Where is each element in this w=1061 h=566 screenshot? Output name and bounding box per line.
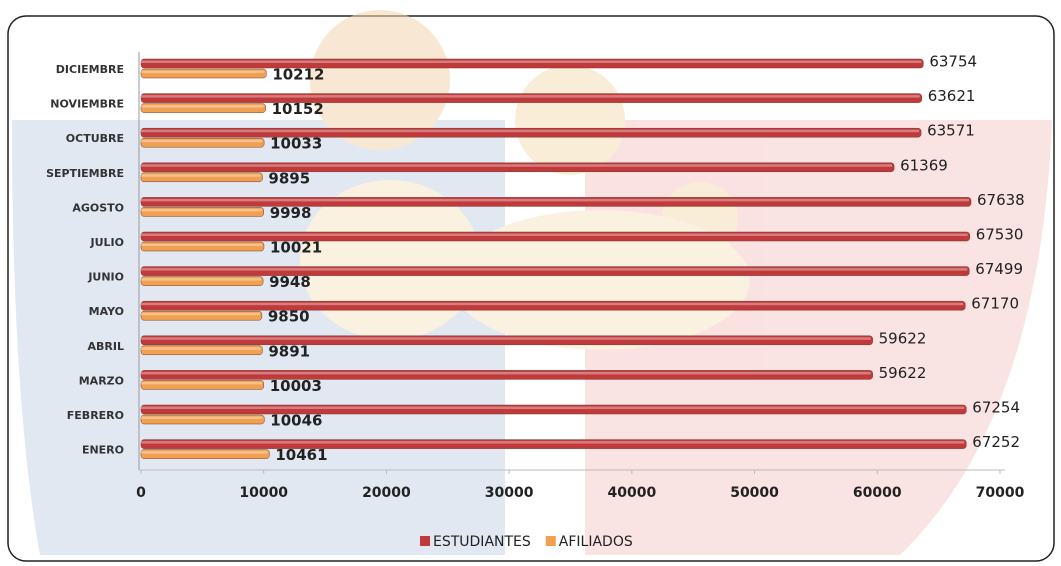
y-tick-label: SEPTIEMBRE <box>46 167 124 180</box>
bar-highlight <box>141 95 920 98</box>
bar <box>140 172 263 183</box>
legend-label: AFILIADOS <box>559 534 633 550</box>
bar-highlight <box>141 243 262 246</box>
x-tick-label: 40000 <box>607 485 656 501</box>
value-label: 67530 <box>976 226 1024 244</box>
bar <box>140 241 265 252</box>
legend-label: ESTUDIANTES <box>433 534 531 550</box>
bar-highlight <box>141 164 893 167</box>
bar <box>140 162 895 173</box>
x-tick-label: 60000 <box>853 485 902 501</box>
bar <box>140 404 967 415</box>
y-tick-label: ABRIL <box>88 340 124 353</box>
value-label: 63571 <box>927 122 975 140</box>
bar-highlight <box>141 198 970 202</box>
value-label: 10046 <box>270 412 322 430</box>
bar <box>140 127 922 138</box>
bar <box>140 310 263 321</box>
x-tick-label: 10000 <box>239 485 288 501</box>
bar-highlight <box>141 406 965 409</box>
value-label: 10152 <box>272 100 324 118</box>
bar-highlight <box>141 70 265 73</box>
bar-highlight <box>141 129 920 133</box>
bar <box>140 380 265 390</box>
bar <box>140 93 922 103</box>
bar <box>140 58 924 69</box>
value-label: 10033 <box>270 135 322 153</box>
bar-highlight <box>141 416 263 419</box>
bar <box>140 276 264 286</box>
x-tick-label: 0 <box>136 485 146 501</box>
y-tick-label: AGOSTO <box>72 201 124 214</box>
value-label: 9998 <box>270 204 312 222</box>
bar-highlight <box>141 278 262 281</box>
bar <box>140 414 265 425</box>
x-tick-label: 30000 <box>485 485 534 501</box>
value-label: 67252 <box>972 433 1020 451</box>
y-tick-label: MARZO <box>79 374 124 387</box>
value-label: 9850 <box>268 308 310 326</box>
x-tick-label: 70000 <box>976 485 1025 501</box>
y-tick-label: JUNIO <box>87 271 124 284</box>
value-label: 9891 <box>268 342 310 360</box>
x-tick-label: 50000 <box>730 485 779 501</box>
value-label: 63754 <box>929 53 977 71</box>
bar-highlight <box>141 347 261 350</box>
bar-highlight <box>141 441 965 444</box>
bar <box>140 335 873 346</box>
bar-highlight <box>141 302 964 306</box>
value-label: 9948 <box>269 273 311 291</box>
bar <box>140 103 266 113</box>
bar <box>140 231 970 242</box>
value-label: 10003 <box>270 377 322 395</box>
bar-highlight <box>141 337 871 340</box>
value-label: 59622 <box>879 364 927 382</box>
bar-highlight <box>141 60 922 63</box>
bar <box>140 370 873 380</box>
y-tick-label: JULIO <box>90 236 124 249</box>
bar-highlight <box>141 312 260 316</box>
value-label: 10021 <box>270 239 322 257</box>
bar <box>140 207 264 217</box>
bar <box>140 345 263 356</box>
value-label: 67254 <box>972 399 1020 417</box>
legend-swatch <box>545 536 556 546</box>
bar <box>140 439 967 449</box>
x-tick-label: 20000 <box>362 485 411 501</box>
y-tick-label: ENERO <box>82 444 124 457</box>
y-tick-label: FEBRERO <box>67 409 124 422</box>
value-label: 9895 <box>268 169 310 187</box>
bar <box>140 300 966 311</box>
y-tick-label: DICIEMBRE <box>56 63 124 76</box>
bar-highlight <box>141 268 968 271</box>
value-label: 67499 <box>975 260 1023 278</box>
value-label: 61369 <box>900 156 948 174</box>
value-label: 63621 <box>928 87 976 105</box>
y-tick-label: OCTUBRE <box>66 132 124 145</box>
value-label: 67170 <box>971 295 1019 313</box>
bar <box>140 266 970 276</box>
value-label: 67638 <box>977 191 1025 209</box>
y-tick-label: NOVIEMBRE <box>50 98 124 111</box>
bar-highlight <box>141 208 262 212</box>
bar <box>140 137 265 148</box>
value-label: 59622 <box>879 329 927 347</box>
bar-highlight <box>141 105 264 108</box>
value-label: 10461 <box>275 446 327 464</box>
bar <box>140 197 972 207</box>
value-label: 10212 <box>272 66 324 84</box>
bar-highlight <box>141 371 871 375</box>
bar-highlight <box>141 174 261 177</box>
bar <box>140 449 270 459</box>
bar <box>140 68 267 79</box>
bar-highlight <box>141 139 263 143</box>
bar-highlight <box>141 233 968 236</box>
y-tick-label: MAYO <box>89 305 124 318</box>
bar-highlight <box>141 381 262 385</box>
legend-swatch <box>420 536 430 546</box>
bar-highlight <box>141 451 268 454</box>
